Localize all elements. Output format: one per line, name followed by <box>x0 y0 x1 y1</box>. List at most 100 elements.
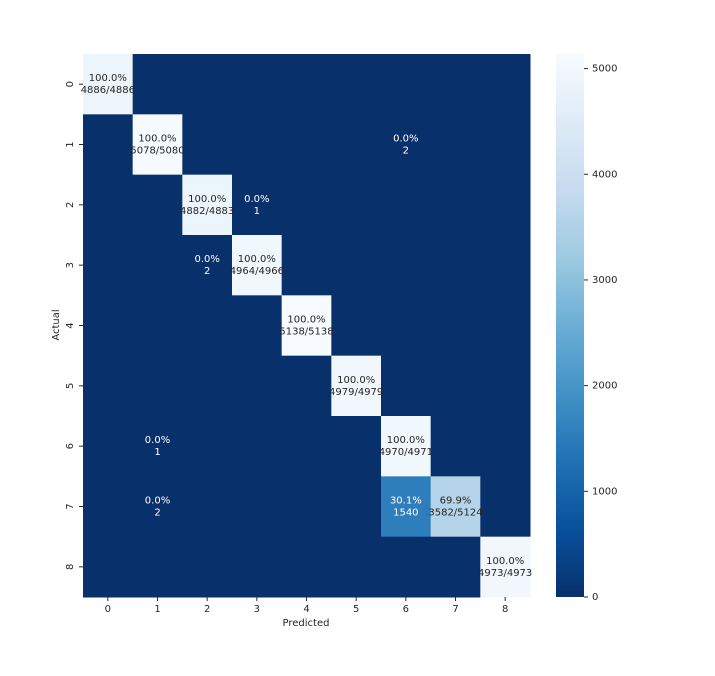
heatmap-cell <box>132 355 183 417</box>
y-tick-label: 0 <box>65 81 76 87</box>
heatmap-cell <box>381 174 432 236</box>
heatmap-cell <box>281 476 332 538</box>
y-tick-label: 3 <box>65 262 76 268</box>
heatmap-cell <box>182 235 233 296</box>
heatmap-cell <box>182 295 233 357</box>
x-tick-label: 5 <box>353 604 359 615</box>
heatmap-cell <box>83 235 134 296</box>
cell-label: 69.9% <box>440 496 472 507</box>
heatmap-cell <box>132 536 183 598</box>
heatmap-cell <box>480 114 531 176</box>
heatmap-cell <box>83 416 134 477</box>
heatmap-cell <box>480 416 531 477</box>
heatmap-cell <box>232 536 283 598</box>
colorbar-tick-label: 1000 <box>592 486 617 497</box>
heatmap-cell <box>132 476 183 538</box>
cell-label: 1 <box>154 447 160 458</box>
colorbar-tick-label: 2000 <box>592 381 617 392</box>
x-tick-label: 0 <box>105 604 111 615</box>
cell-label: 0.0% <box>244 194 269 205</box>
heatmap-cell <box>430 114 481 176</box>
heatmap-cell <box>381 355 432 417</box>
heatmap-cell <box>331 174 382 236</box>
heatmap-cell <box>480 476 531 538</box>
heatmap-cell <box>430 54 481 115</box>
heatmap-cell <box>232 416 283 477</box>
cell-label: 0.0% <box>194 254 219 265</box>
heatmap-cell <box>381 295 432 357</box>
x-tick-label: 3 <box>254 604 260 615</box>
cell-label: 100.0% <box>337 375 375 386</box>
heatmap-cell <box>381 536 432 598</box>
y-axis-label: Actual <box>51 309 62 340</box>
heatmap-cell <box>83 54 134 115</box>
x-tick-label: 8 <box>502 604 508 615</box>
heatmap-cell <box>331 295 382 357</box>
cell-label: 100.0% <box>486 556 524 567</box>
cell-label: 0.0% <box>145 496 170 507</box>
heatmap-cell <box>381 235 432 296</box>
cell-label: 1540 <box>393 508 418 519</box>
heatmap-cell <box>281 295 332 357</box>
cell-label: 100.0% <box>89 73 127 84</box>
heatmap-cell <box>480 54 531 115</box>
heatmap-cell <box>480 295 531 357</box>
heatmap-cell <box>83 174 134 236</box>
heatmap-cell <box>430 416 481 477</box>
cell-label: 4973/4973 <box>478 568 532 579</box>
y-tick-label: 8 <box>65 564 76 570</box>
y-tick-label: 7 <box>65 503 76 509</box>
y-tick-label: 2 <box>65 202 76 208</box>
cell-label: 4886/4886 <box>81 85 135 96</box>
cell-label: 5138/5138 <box>279 327 333 338</box>
heatmap-cell <box>281 536 332 598</box>
heatmap-cell <box>132 174 183 236</box>
cell-label: 4882/4883 <box>180 206 234 217</box>
heatmap-cell <box>83 295 134 357</box>
heatmap-cell <box>331 54 382 115</box>
heatmap-cell <box>232 54 283 115</box>
heatmap-cell <box>232 355 283 417</box>
colorbar-tick-label: 0 <box>592 592 598 603</box>
heatmap-cell <box>132 54 183 115</box>
heatmap-cell <box>480 174 531 236</box>
cell-label: 4964/4966 <box>230 266 284 277</box>
heatmap-cell <box>480 355 531 417</box>
heatmap-cell <box>132 235 183 296</box>
heatmap-cell <box>430 295 481 357</box>
cell-label: 30.1% <box>390 496 422 507</box>
heatmap-cell <box>331 536 382 598</box>
heatmap-cell <box>480 235 531 296</box>
heatmap-cell <box>232 235 283 296</box>
heatmap-cell <box>182 355 233 417</box>
x-tick-label: 6 <box>403 604 409 615</box>
cell-label: 100.0% <box>138 134 176 145</box>
heatmap-cell <box>182 54 233 115</box>
cell-label: 100.0% <box>287 315 325 326</box>
heatmap-cell <box>281 174 332 236</box>
cell-label: 3582/5124 <box>428 508 482 519</box>
heatmap-cell <box>430 235 481 296</box>
cell-label: 100.0% <box>188 194 226 205</box>
heatmap-cell <box>381 54 432 115</box>
cell-label: 100.0% <box>387 435 425 446</box>
y-tick-label: 4 <box>65 322 76 328</box>
heatmap-cell <box>182 174 233 236</box>
cell-label: 2 <box>154 508 160 519</box>
heatmap-cell <box>132 295 183 357</box>
heatmap-cell <box>430 174 481 236</box>
y-tick-label: 6 <box>65 443 76 449</box>
heatmap-cell <box>182 416 233 477</box>
cell-label: 4979/4979 <box>329 387 383 398</box>
y-tick-label: 5 <box>65 383 76 389</box>
heatmap-cell <box>281 355 332 417</box>
heatmap-cell <box>281 114 332 176</box>
colorbar <box>556 54 584 597</box>
heatmap-cell <box>281 54 332 115</box>
heatmap-cell <box>132 416 183 477</box>
heatmap-cell <box>430 355 481 417</box>
x-tick-label: 7 <box>452 604 458 615</box>
heatmap-cell <box>430 536 481 598</box>
heatmap-cell <box>83 536 134 598</box>
